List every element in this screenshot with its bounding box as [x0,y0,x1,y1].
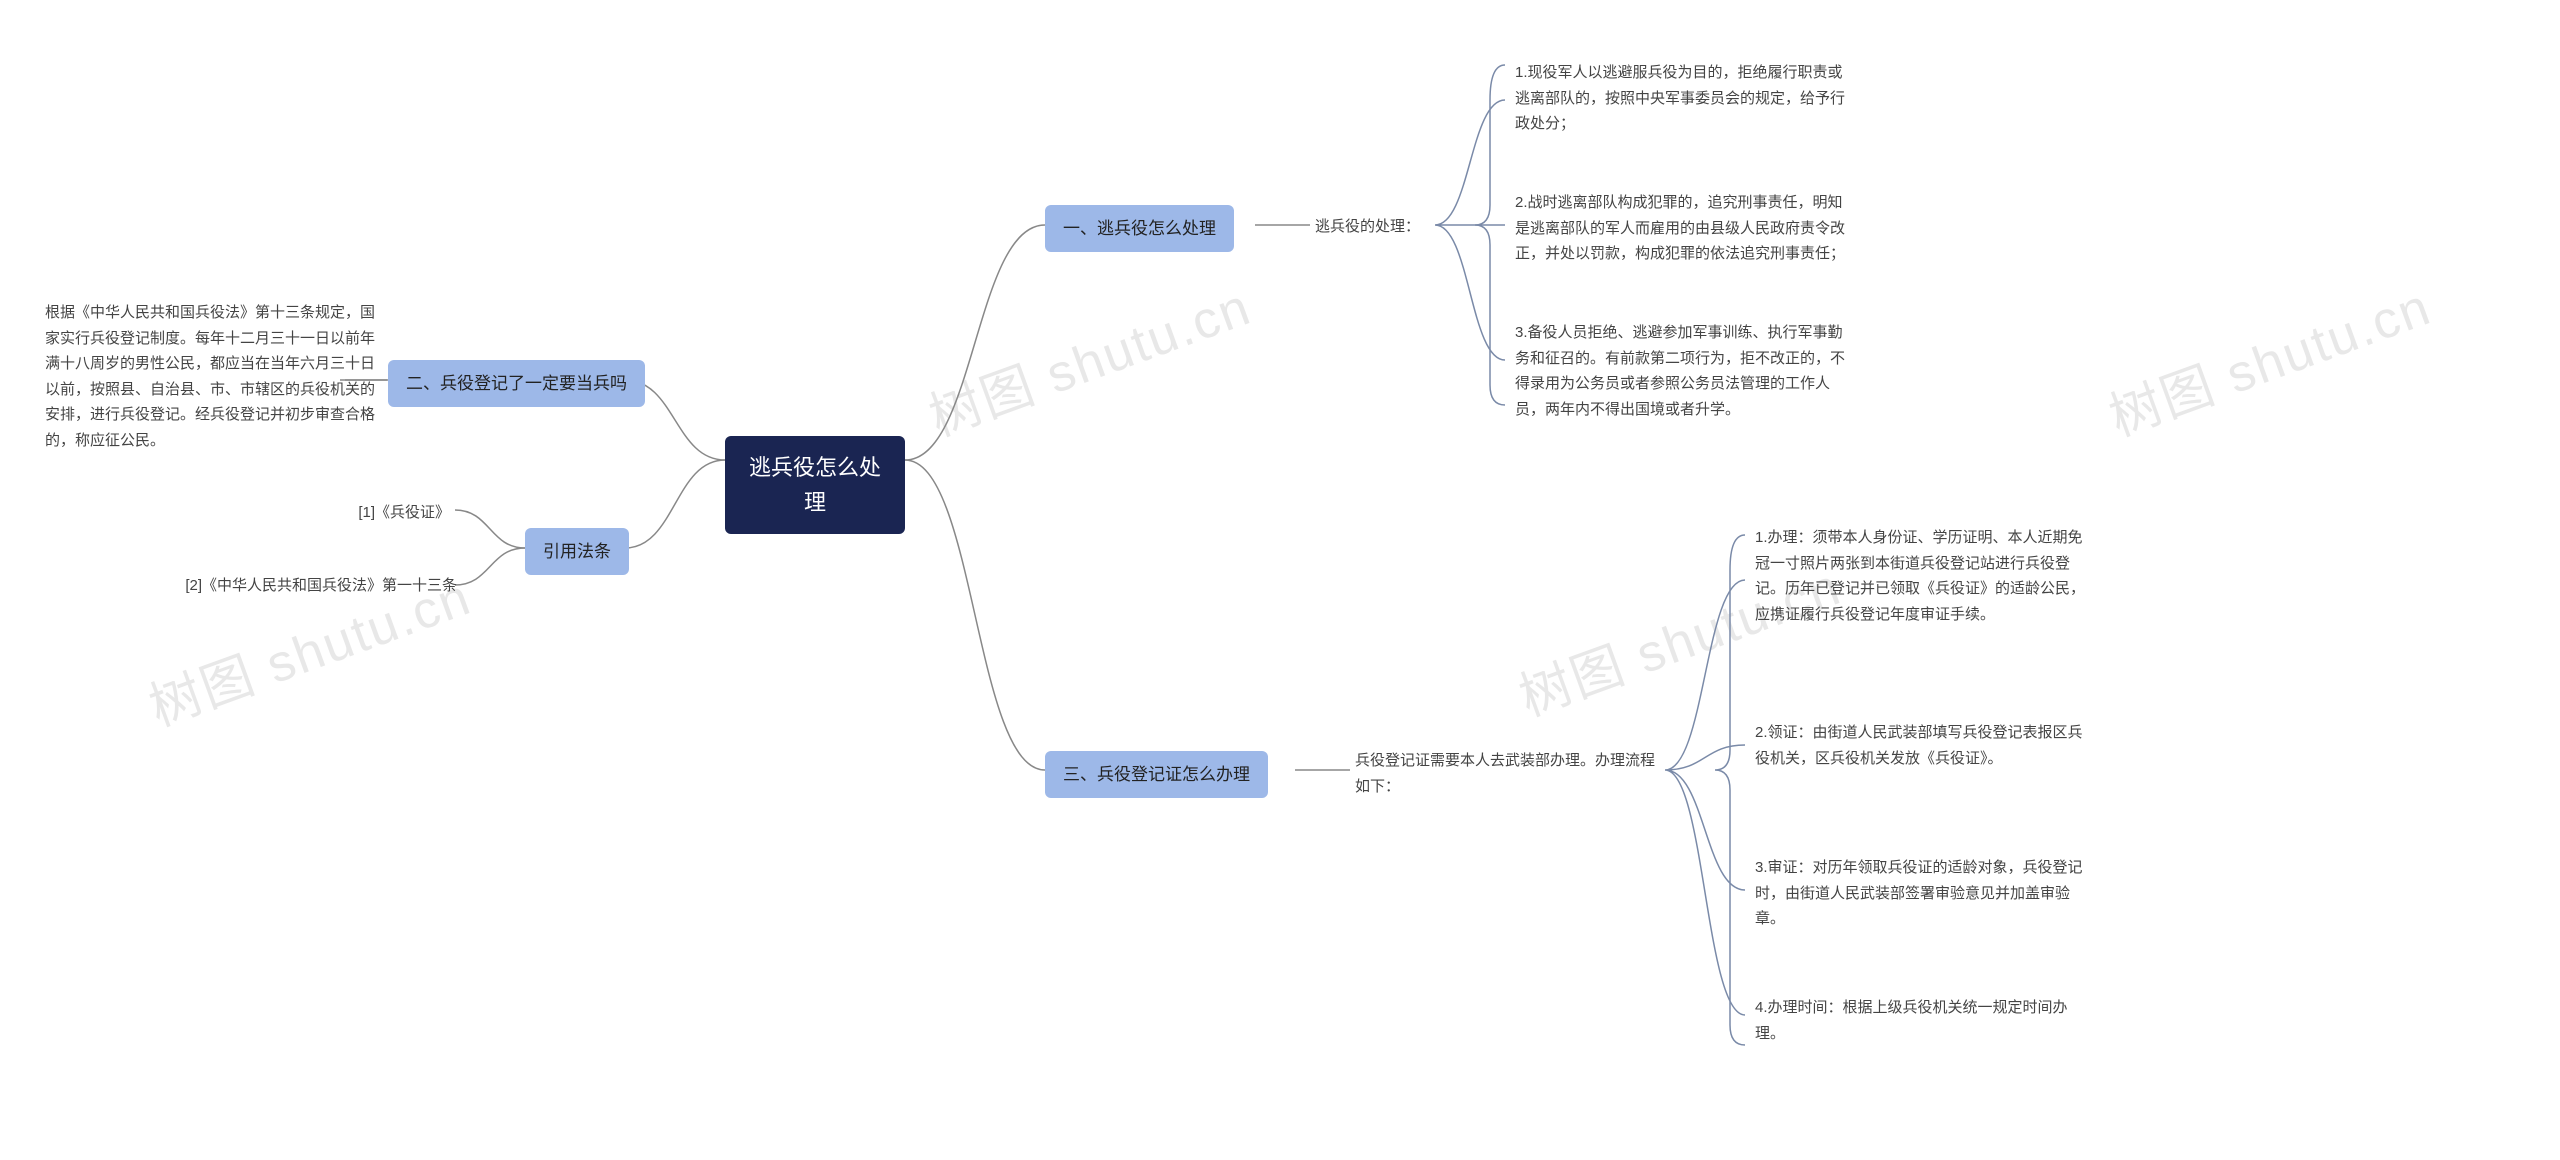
section3-item-4: 4.办理时间：根据上级兵役机关统一规定时间办理。 [1755,995,2095,1046]
branch-section1: 一、逃兵役怎么处理 [1045,205,1234,252]
section3-item-3: 3.审证：对历年领取兵役证的适龄对象，兵役登记时，由街道人民武装部签署审验意见并… [1755,855,2095,932]
refs-item-1: [1]《兵役证》 [340,500,450,526]
root-node: 逃兵役怎么处理 [725,436,905,534]
section2-text: 根据《中华人民共和国兵役法》第十三条规定，国家实行兵役登记制度。每年十二月三十一… [45,300,375,453]
branch-section3: 三、兵役登记证怎么办理 [1045,751,1268,798]
section1-item-3: 3.备役人员拒绝、逃避参加军事训练、执行军事勤务和征召的。有前款第二项行为，拒不… [1515,320,1855,422]
section3-item-1: 1.办理：须带本人身份证、学历证明、本人近期免冠一寸照片两张到本街道兵役登记站进… [1755,525,2095,627]
section1-sub: 逃兵役的处理： [1315,214,1420,240]
section1-item-1: 1.现役军人以逃避服兵役为目的，拒绝履行职责或逃离部队的，按照中央军事委员会的规… [1515,60,1855,137]
section3-item-2: 2.领证：由街道人民武装部填写兵役登记表报区兵役机关，区兵役机关发放《兵役证》。 [1755,720,2095,771]
branch-section2: 二、兵役登记了一定要当兵吗 [388,360,645,407]
refs-item-2: [2]《中华人民共和国兵役法》第一十三条 [177,573,457,599]
section3-sub: 兵役登记证需要本人去武装部办理。办理流程如下： [1355,748,1665,799]
branch-refs: 引用法条 [525,528,629,575]
mindmap-canvas: 逃兵役怎么处理 一、逃兵役怎么处理 逃兵役的处理： 1.现役军人以逃避服兵役为目… [135,0,2560,1160]
section1-item-2: 2.战时逃离部队构成犯罪的，追究刑事责任，明知是逃离部队的军人而雇用的由县级人民… [1515,190,1855,267]
